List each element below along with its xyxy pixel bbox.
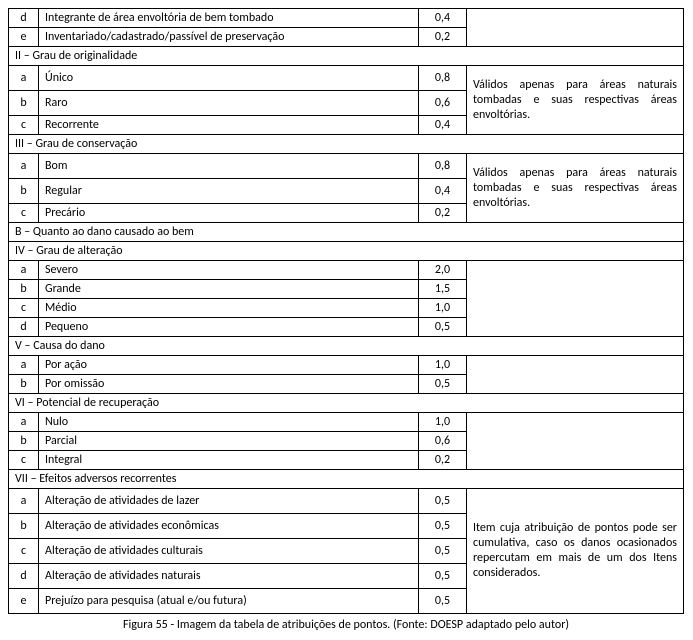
row-value: 0,6 — [419, 432, 467, 451]
row-letter: e — [9, 589, 39, 614]
section-header-row: V – Causa do dano — [9, 337, 684, 356]
row-letter: a — [9, 489, 39, 514]
row-desc: Único — [39, 66, 419, 91]
section-header-row: VI – Potencial de recuperação — [9, 394, 684, 413]
section-header-row: B – Quanto ao dano causado ao bem — [9, 223, 684, 242]
row-desc: Integral — [39, 451, 419, 470]
row-value: 0,4 — [419, 179, 467, 204]
row-desc: Alteração de atividades culturais — [39, 539, 419, 564]
row-value: 0,5 — [419, 589, 467, 614]
row-letter: c — [9, 451, 39, 470]
row-letter: d — [9, 9, 39, 28]
row-value: 0,5 — [419, 318, 467, 337]
table-row: a Severo 2,0 — [9, 261, 684, 280]
section-note: Válidos apenas para áreas naturais tomba… — [467, 66, 684, 135]
row-letter: a — [9, 154, 39, 179]
row-value: 0,5 — [419, 489, 467, 514]
row-letter: b — [9, 432, 39, 451]
row-desc: Precário — [39, 204, 419, 223]
section-header: VI – Potencial de recuperação — [9, 394, 684, 413]
section-header: B – Quanto ao dano causado ao bem — [9, 223, 684, 242]
row-letter: e — [9, 28, 39, 47]
row-value: 1,0 — [419, 356, 467, 375]
table-row: a Nulo 1,0 — [9, 413, 684, 432]
section-header-row: III – Grau de conservação — [9, 135, 684, 154]
row-letter: b — [9, 280, 39, 299]
row-value: 0,2 — [419, 451, 467, 470]
row-value: 0,8 — [419, 154, 467, 179]
row-value: 0,5 — [419, 539, 467, 564]
row-desc: Alteração de atividades de lazer — [39, 489, 419, 514]
section-header: IV – Grau de alteração — [9, 242, 684, 261]
section-note: Válidos apenas para áreas naturais tomba… — [467, 154, 684, 223]
row-value: 0,5 — [419, 564, 467, 589]
row-letter: a — [9, 413, 39, 432]
row-desc: Pequeno — [39, 318, 419, 337]
row-value: 0,4 — [419, 9, 467, 28]
section-header-row: IV – Grau de alteração — [9, 242, 684, 261]
row-letter: c — [9, 539, 39, 564]
row-value: 2,0 — [419, 261, 467, 280]
row-desc: Nulo — [39, 413, 419, 432]
table-row: d Integrante de área envoltória de bem t… — [9, 9, 684, 28]
row-value: 0,6 — [419, 91, 467, 116]
row-desc: Severo — [39, 261, 419, 280]
row-desc: Integrante de área envoltória de bem tom… — [39, 9, 419, 28]
row-letter: b — [9, 91, 39, 116]
row-value: 0,8 — [419, 66, 467, 91]
table-row: a Bom 0,8 Válidos apenas para áreas natu… — [9, 154, 684, 179]
row-note — [467, 356, 684, 394]
row-note — [467, 261, 684, 337]
table-row: a Alteração de atividades de lazer 0,5 I… — [9, 489, 684, 514]
points-table-body: d Integrante de área envoltória de bem t… — [9, 9, 684, 614]
row-letter: b — [9, 375, 39, 394]
row-desc: Raro — [39, 91, 419, 116]
row-note — [467, 413, 684, 470]
row-letter: d — [9, 564, 39, 589]
row-value: 1,0 — [419, 299, 467, 318]
section-note: Item cuja atribuição de pontos pode ser … — [467, 489, 684, 614]
row-note — [467, 9, 684, 47]
row-letter: b — [9, 179, 39, 204]
row-letter: c — [9, 299, 39, 318]
row-value: 0,4 — [419, 116, 467, 135]
row-value: 1,0 — [419, 413, 467, 432]
table-row: a Único 0,8 Válidos apenas para áreas na… — [9, 66, 684, 91]
row-letter: d — [9, 318, 39, 337]
section-header-row: VII – Efeitos adversos recorrentes — [9, 470, 684, 489]
row-desc: Por ação — [39, 356, 419, 375]
section-header: VII – Efeitos adversos recorrentes — [9, 470, 684, 489]
row-letter: a — [9, 66, 39, 91]
table-row: a Por ação 1,0 — [9, 356, 684, 375]
row-value: 1,5 — [419, 280, 467, 299]
row-value: 0,2 — [419, 28, 467, 47]
section-header: V – Causa do dano — [9, 337, 684, 356]
row-value: 0,5 — [419, 514, 467, 539]
row-desc: Regular — [39, 179, 419, 204]
points-table: d Integrante de área envoltória de bem t… — [8, 8, 684, 614]
row-letter: c — [9, 204, 39, 223]
row-letter: a — [9, 356, 39, 375]
row-desc: Médio — [39, 299, 419, 318]
row-value: 0,2 — [419, 204, 467, 223]
row-value: 0,5 — [419, 375, 467, 394]
row-desc: Parcial — [39, 432, 419, 451]
row-desc: Prejuízo para pesquisa (atual e/ou futur… — [39, 589, 419, 614]
section-header-row: II – Grau de originalidade — [9, 47, 684, 66]
row-desc: Bom — [39, 154, 419, 179]
row-desc: Por omissão — [39, 375, 419, 394]
row-letter: b — [9, 514, 39, 539]
row-desc: Alteração de atividades econômicas — [39, 514, 419, 539]
figure-caption: Figura 55 - Imagem da tabela de atribuiç… — [8, 618, 684, 632]
row-desc: Inventariado/cadastrado/passível de pres… — [39, 28, 419, 47]
row-letter: a — [9, 261, 39, 280]
row-letter: c — [9, 116, 39, 135]
row-desc: Alteração de atividades naturais — [39, 564, 419, 589]
row-desc: Grande — [39, 280, 419, 299]
section-header: III – Grau de conservação — [9, 135, 684, 154]
row-desc: Recorrente — [39, 116, 419, 135]
section-header: II – Grau de originalidade — [9, 47, 684, 66]
